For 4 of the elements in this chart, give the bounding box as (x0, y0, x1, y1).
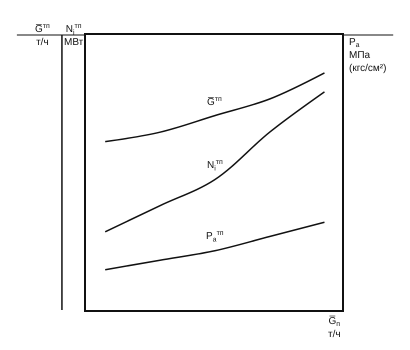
y-axis-title: G̅$^{тп}$ т/ч (35, 23, 50, 48)
series-label: G̅$^{тп}$ (207, 96, 222, 108)
y2-axis-title: P$_{a}$ МПа (кгс/см²) (349, 37, 386, 74)
x-axis-title: G̅$_{п}$ т/ч (328, 315, 341, 340)
